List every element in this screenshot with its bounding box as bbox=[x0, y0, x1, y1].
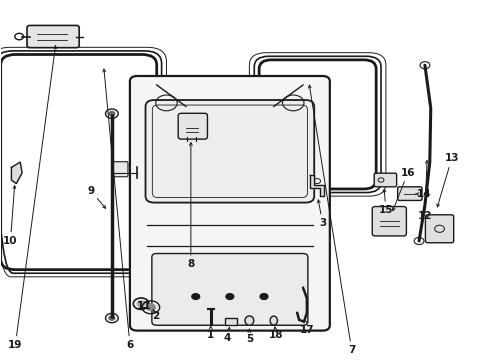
Circle shape bbox=[137, 301, 145, 307]
FancyBboxPatch shape bbox=[371, 207, 406, 236]
FancyBboxPatch shape bbox=[178, 113, 207, 139]
Circle shape bbox=[109, 112, 115, 116]
Text: 18: 18 bbox=[268, 330, 283, 340]
Text: 2: 2 bbox=[152, 311, 159, 321]
Text: 10: 10 bbox=[3, 236, 18, 246]
FancyBboxPatch shape bbox=[145, 100, 314, 203]
Text: 6: 6 bbox=[126, 340, 133, 350]
FancyBboxPatch shape bbox=[130, 76, 329, 330]
Ellipse shape bbox=[269, 316, 277, 325]
Text: 17: 17 bbox=[299, 325, 314, 335]
Circle shape bbox=[260, 294, 267, 300]
FancyBboxPatch shape bbox=[397, 187, 421, 201]
Text: 3: 3 bbox=[318, 218, 325, 228]
Text: 14: 14 bbox=[416, 189, 430, 199]
Text: 11: 11 bbox=[137, 301, 151, 311]
FancyBboxPatch shape bbox=[113, 162, 128, 177]
Text: 1: 1 bbox=[206, 330, 214, 340]
Polygon shape bbox=[11, 162, 22, 184]
Ellipse shape bbox=[244, 316, 253, 325]
Text: 8: 8 bbox=[187, 259, 194, 269]
Text: 7: 7 bbox=[347, 345, 355, 355]
Text: 12: 12 bbox=[417, 211, 431, 221]
Text: 9: 9 bbox=[87, 186, 94, 196]
Circle shape bbox=[225, 294, 233, 300]
Circle shape bbox=[191, 294, 199, 300]
Text: 16: 16 bbox=[400, 168, 414, 178]
Text: 13: 13 bbox=[444, 153, 458, 163]
Polygon shape bbox=[310, 175, 324, 196]
Circle shape bbox=[146, 304, 155, 311]
Circle shape bbox=[109, 316, 115, 320]
FancyBboxPatch shape bbox=[373, 173, 396, 187]
Text: 15: 15 bbox=[378, 206, 392, 216]
Text: 19: 19 bbox=[8, 340, 22, 350]
FancyBboxPatch shape bbox=[152, 253, 307, 325]
Text: 4: 4 bbox=[224, 333, 231, 343]
Text: 5: 5 bbox=[245, 333, 252, 343]
FancyBboxPatch shape bbox=[425, 215, 453, 243]
Bar bbox=[224, 318, 236, 325]
FancyBboxPatch shape bbox=[27, 26, 79, 48]
